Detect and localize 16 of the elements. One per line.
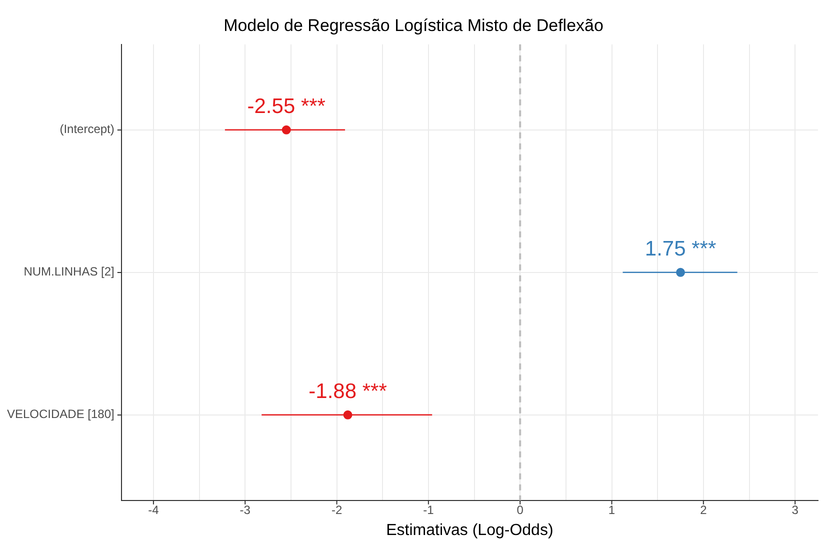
data-label: -1.88 *** <box>308 380 387 403</box>
chart-title: Modelo de Regressão Logística Misto de Deflexão <box>224 16 604 35</box>
y-tick-label: (Intercept) <box>60 122 114 136</box>
data-label: -2.55 *** <box>247 94 326 118</box>
x-tick-label: -1 <box>423 502 434 517</box>
x-tick-label: -3 <box>240 502 251 517</box>
y-tick-label: VELOCIDADE [180] <box>6 407 114 422</box>
x-axis-title: Estimativas (Log-Odds) <box>386 522 554 539</box>
x-tick-label: 2 <box>700 502 708 517</box>
data-label: 1.75 *** <box>644 237 716 260</box>
y-tick-label: NUM.LINHAS [2] <box>24 264 114 279</box>
x-tick-label: 0 <box>516 502 524 517</box>
x-tick-label: -2 <box>331 502 342 517</box>
x-tick-label: 3 <box>792 502 799 517</box>
x-tick-label: -4 <box>148 502 160 517</box>
x-tick-label: 1 <box>608 502 616 517</box>
